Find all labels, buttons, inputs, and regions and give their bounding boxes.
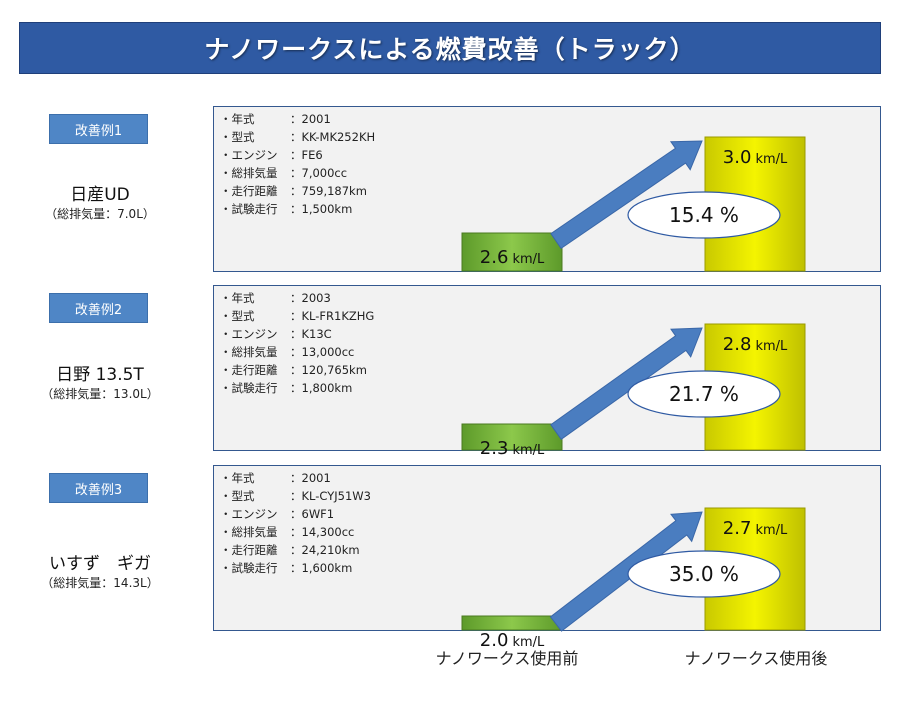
bar-label-before-1: 2.6 km/L — [480, 247, 545, 268]
improvement-arrow-1 — [550, 140, 703, 250]
improvement-arrow-3 — [549, 511, 703, 632]
case-3-displacement: （総排気量：14.3L） — [41, 576, 159, 590]
spec-value: ：759,187km — [290, 184, 367, 198]
spec-key: ・型式 — [220, 309, 255, 323]
case-2-displacement: （総排気量：13.0L） — [41, 387, 159, 401]
spec-value: ：KL-CYJ51W3 — [290, 489, 371, 503]
spec-row: ・年式 ：2003 — [220, 289, 374, 307]
spec-row: ・試験走行 ：1,600km — [220, 559, 371, 577]
spec-row: ・走行距離 ：759,187km — [220, 182, 375, 200]
spec-value: ：7,000cc — [290, 166, 348, 180]
spec-row: ・エンジン ：6WF1 — [220, 505, 371, 523]
spec-key: ・エンジン — [220, 327, 278, 341]
bar-before-3 — [461, 615, 563, 631]
spec-key: ・年式 — [220, 291, 255, 305]
spec-key: ・型式 — [220, 489, 255, 503]
spec-key: ・走行距離 — [220, 543, 278, 557]
spec-row: ・エンジン ：K13C — [220, 325, 374, 343]
spec-value: ：2001 — [290, 471, 331, 485]
spec-row: ・年式 ：2001 — [220, 110, 375, 128]
spec-value: ：2001 — [290, 112, 331, 126]
improvement-oval-3 — [627, 550, 781, 598]
spec-value: ：24,210km — [290, 543, 360, 557]
bar-label-before-3: 2.0 km/L — [480, 630, 545, 651]
spec-key: ・走行距離 — [220, 363, 278, 377]
spec-key: ・エンジン — [220, 507, 278, 521]
spec-row: ・総排気量 ：14,300cc — [220, 523, 371, 541]
x-label-after: ナノワークス使用後 — [684, 649, 828, 668]
case-1-model-name: 日産UD — [70, 185, 130, 205]
spec-value: ：KK-MK252KH — [290, 130, 376, 144]
spec-value: ：FE6 — [290, 148, 323, 162]
bar-label-after-1: 3.0 km/L — [723, 147, 788, 168]
bar-label-after-3: 2.7 km/L — [723, 518, 788, 539]
title-bar: ナノワークスによる燃費改善（トラック） — [19, 22, 881, 74]
case-1-displacement: （総排気量：7.0L） — [45, 207, 155, 221]
case-tag-3: 改善例3 — [49, 473, 148, 503]
bar-label-after-2: 2.8 km/L — [723, 334, 788, 355]
improvement-oval-2 — [627, 370, 781, 418]
spec-key: ・走行距離 — [220, 184, 278, 198]
spec-key: ・試験走行 — [220, 561, 278, 575]
spec-row: ・型式 ：KK-MK252KH — [220, 128, 375, 146]
spec-value: ：1,800km — [290, 381, 353, 395]
case-2-model-name: 日野 13.5T — [56, 365, 144, 385]
bar-before-1 — [461, 232, 563, 272]
spec-row: ・エンジン ：FE6 — [220, 146, 375, 164]
spec-key: ・型式 — [220, 130, 255, 144]
case-1-specs: ・年式 ：2001 ・型式 ：KK-MK252KH ・エンジン ：FE6 ・総排気量 ：… — [220, 110, 375, 218]
improvement-oval-1 — [627, 191, 781, 239]
spec-value: ：K13C — [290, 327, 332, 341]
case-3-specs: ・年式 ：2001 ・型式 ：KL-CYJ51W3 ・エンジン ：6WF1 ・総排気量… — [220, 469, 371, 577]
case-3-model-name: いすず ギガ — [49, 554, 151, 574]
bar-label-before-2: 2.3 km/L — [480, 438, 545, 459]
spec-key: ・年式 — [220, 471, 255, 485]
spec-value: ：120,765km — [290, 363, 367, 377]
improvement-percent-3: 35.0 % — [669, 562, 739, 586]
spec-value: ：13,000cc — [290, 345, 355, 359]
spec-row: ・試験走行 ：1,800km — [220, 379, 374, 397]
spec-value: ：KL-FR1KZHG — [290, 309, 375, 323]
spec-key: ・試験走行 — [220, 202, 278, 216]
spec-row: ・年式 ：2001 — [220, 469, 371, 487]
spec-row: ・走行距離 ：24,210km — [220, 541, 371, 559]
spec-key: ・総排気量 — [220, 345, 278, 359]
case-2-specs: ・年式 ：2003 ・型式 ：KL-FR1KZHG ・エンジン ：K13C ・総排気量… — [220, 289, 374, 397]
improvement-percent-1: 15.4 % — [669, 203, 739, 227]
spec-value: ：14,300cc — [290, 525, 355, 539]
x-label-before: ナノワークス使用前 — [435, 649, 579, 668]
spec-value: ：1,500km — [290, 202, 353, 216]
spec-key: ・試験走行 — [220, 381, 278, 395]
spec-row: ・走行距離 ：120,765km — [220, 361, 374, 379]
spec-key: ・総排気量 — [220, 525, 278, 539]
spec-value: ：2003 — [290, 291, 331, 305]
spec-row: ・総排気量 ：13,000cc — [220, 343, 374, 361]
page-title: ナノワークスによる燃費改善（トラック） — [204, 35, 696, 64]
spec-value: ：6WF1 — [290, 507, 335, 521]
spec-row: ・型式 ：KL-FR1KZHG — [220, 307, 374, 325]
spec-value: ：1,600km — [290, 561, 353, 575]
bar-before-2 — [461, 423, 563, 451]
case-tag-1: 改善例1 — [49, 114, 148, 144]
case-tag-2: 改善例2 — [49, 293, 148, 323]
improvement-percent-2: 21.7 % — [669, 382, 739, 406]
spec-row: ・試験走行 ：1,500km — [220, 200, 375, 218]
spec-key: ・エンジン — [220, 148, 278, 162]
spec-row: ・総排気量 ：7,000cc — [220, 164, 375, 182]
spec-key: ・年式 — [220, 112, 255, 126]
spec-key: ・総排気量 — [220, 166, 278, 180]
improvement-arrow-2 — [550, 327, 703, 440]
spec-row: ・型式 ：KL-CYJ51W3 — [220, 487, 371, 505]
